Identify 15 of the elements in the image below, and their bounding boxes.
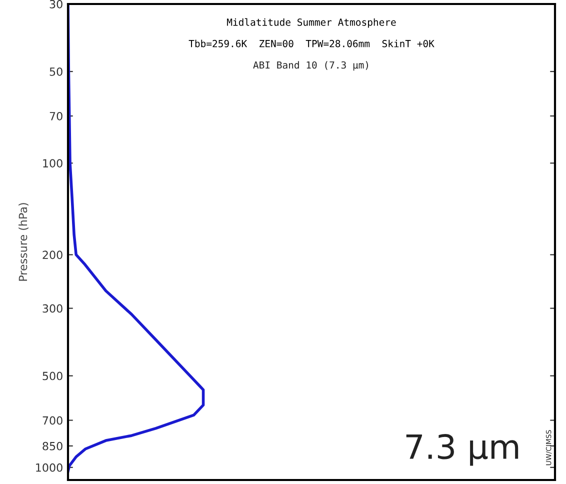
y-tick-label: 300 [42,304,62,313]
y-tick-label: 100 [43,159,62,168]
y-tick-label: 50 [50,67,62,76]
y-tick-label: 1000 [36,463,62,472]
text: Midlatitude Summer Atmosphere [227,18,396,28]
y-tick-label: 500 [42,372,62,380]
text: Tbb=259.6K ZEN=00 TPW=28.06mm SkinT +0K [188,40,434,48]
y-tick-label: 30 [50,0,62,8]
y-axis-title: Pressure (hPa) [18,203,28,281]
y-tick-label: 850 [42,442,62,450]
text: ABI Band 10 (7.3 µm) [253,61,368,71]
text: 7.3 µm [406,434,518,466]
y-tick-label: 700 [42,416,62,425]
y-tick-label: 70 [50,112,62,120]
y-tick-label: 200 [42,250,62,260]
